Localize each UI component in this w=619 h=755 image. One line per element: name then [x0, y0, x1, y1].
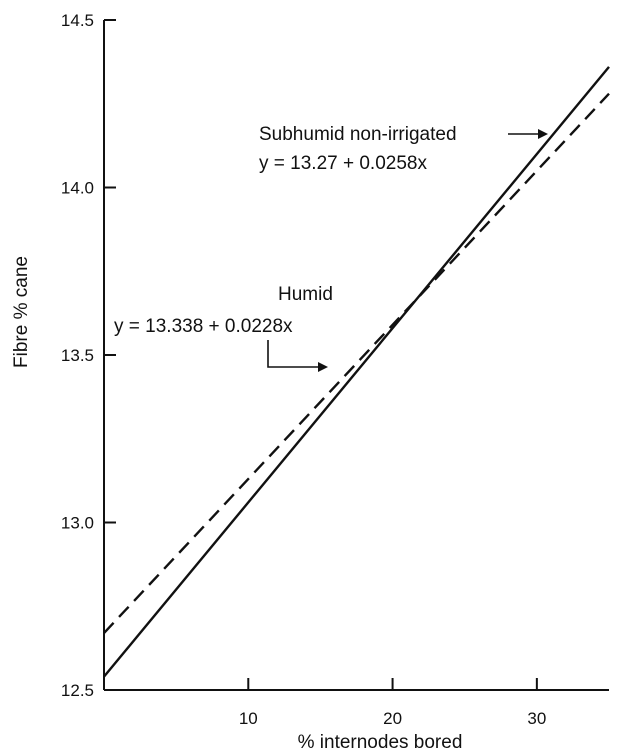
series-layer — [103, 66, 610, 678]
y-axis: 12.5 13.0 13.5 14.0 14.5 — [61, 11, 116, 700]
x-tick-label: 30 — [527, 709, 546, 728]
subhumid-equation: y = 13.27 + 0.0258x — [259, 153, 427, 174]
y-tick-label: 12.5 — [61, 681, 94, 700]
y-ticks: 12.5 13.0 13.5 14.0 14.5 — [61, 11, 116, 700]
x-axis: 10 20 30 — [104, 678, 609, 728]
y-tick-label: 13.5 — [61, 346, 94, 365]
annotation-subhumid: Subhumid non-irrigated y = 13.27 + 0.025… — [259, 124, 548, 174]
series-line-subhumid — [103, 66, 610, 678]
humid-label: Humid — [278, 284, 333, 305]
y-axis-title: Fibre % cane — [11, 256, 32, 368]
y-tick-label: 14.0 — [61, 179, 94, 198]
y-tick-label: 13.0 — [61, 514, 94, 533]
subhumid-label: Subhumid non-irrigated — [259, 124, 457, 145]
humid-pointer-arrowhead — [318, 362, 328, 372]
x-axis-title: % internodes bored — [298, 732, 463, 753]
x-tick-label: 10 — [239, 709, 258, 728]
x-ticks: 10 20 30 — [239, 678, 546, 728]
series-line-humid — [103, 92, 610, 634]
humid-pointer-line — [267, 340, 318, 368]
x-tick-label: 20 — [383, 709, 402, 728]
humid-equation: y = 13.338 + 0.0228x — [114, 316, 293, 337]
annotation-humid: Humid y = 13.338 + 0.0228x — [114, 284, 333, 372]
subhumid-pointer-arrowhead — [538, 129, 548, 139]
y-tick-label: 14.5 — [61, 11, 94, 30]
